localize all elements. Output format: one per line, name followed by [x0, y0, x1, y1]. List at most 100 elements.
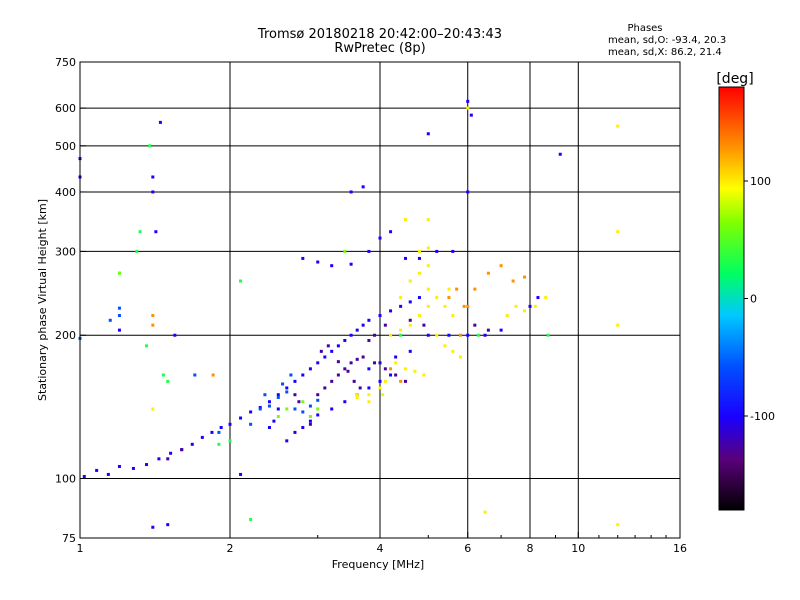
data-point [293, 430, 297, 434]
data-point [173, 333, 177, 337]
x-axis-label: Frequency [MHz] [332, 558, 424, 571]
data-point [394, 355, 398, 359]
data-point [336, 360, 340, 364]
data-point [514, 304, 518, 308]
data-point [301, 373, 305, 377]
data-point [336, 373, 340, 377]
data-point [403, 256, 407, 260]
data-point [447, 287, 451, 291]
data-point [511, 279, 515, 283]
data-point [466, 99, 470, 103]
data-point [316, 413, 320, 417]
data-point [285, 439, 289, 443]
data-point [308, 414, 312, 418]
data-point [486, 271, 490, 275]
data-point [399, 379, 403, 383]
data-point [458, 333, 462, 337]
y-tick-label: 100 [55, 473, 76, 486]
data-point [367, 367, 371, 371]
data-point [346, 369, 350, 373]
data-point [330, 349, 334, 353]
data-point [330, 379, 334, 383]
data-point [378, 379, 382, 383]
data-point [343, 249, 347, 253]
data-point [408, 323, 412, 327]
data-point [544, 296, 548, 300]
x-tick-label: 6 [464, 542, 471, 555]
data-point [267, 404, 271, 408]
colorbar-label: [deg] [716, 71, 753, 87]
data-point [466, 190, 470, 194]
data-point [151, 314, 155, 318]
colorbar [718, 86, 745, 511]
colorbar-ticks: 100 0 -100 [744, 175, 775, 423]
data-point [308, 419, 312, 423]
data-point [528, 304, 532, 308]
data-point [399, 304, 403, 308]
data-point [483, 333, 487, 337]
data-point [343, 338, 347, 342]
data-point [616, 523, 620, 527]
data-point [330, 407, 334, 411]
data-point [505, 314, 509, 318]
data-point [228, 422, 232, 426]
data-point [285, 390, 289, 394]
data-point [417, 256, 421, 260]
data-point [193, 373, 197, 377]
data-point [349, 190, 353, 194]
data-point [308, 422, 312, 426]
data-point [117, 464, 121, 468]
chart-title: Tromsø 20180218 20:42:00–20:43:43 [257, 27, 502, 42]
data-point [151, 190, 155, 194]
x-tick-label: 10 [571, 542, 585, 555]
data-point [151, 525, 155, 529]
data-point [117, 271, 121, 275]
data-point [381, 393, 385, 397]
data-point [308, 404, 312, 408]
data-point [316, 407, 320, 411]
data-point [166, 523, 170, 527]
data-point [399, 328, 403, 332]
data-point [210, 430, 214, 434]
data-point [458, 355, 462, 359]
y-tick-label: 600 [55, 102, 76, 115]
data-point [476, 333, 480, 337]
x-tick-label: 2 [227, 542, 234, 555]
data-point [180, 448, 184, 452]
data-point [473, 287, 477, 291]
data-point [367, 393, 371, 397]
data-point [443, 344, 447, 348]
data-point [383, 323, 387, 327]
data-point [117, 314, 121, 318]
data-point [558, 152, 562, 156]
data-point [249, 410, 253, 414]
data-point [426, 304, 430, 308]
data-point [523, 275, 527, 279]
data-point [154, 230, 158, 234]
data-point [533, 304, 537, 308]
data-point [417, 271, 421, 275]
data-point [343, 400, 347, 404]
colorbar-tick-label: 100 [750, 175, 771, 188]
data-point [447, 333, 451, 337]
data-point [422, 323, 426, 327]
data-point [447, 296, 451, 300]
data-point [263, 393, 267, 397]
data-point [135, 249, 139, 253]
data-point [323, 386, 327, 390]
data-point [435, 296, 439, 300]
data-point [166, 457, 170, 461]
data-point [228, 439, 232, 443]
data-point [361, 323, 365, 327]
data-point [378, 314, 382, 318]
phase-stats-title: Phases [627, 23, 662, 34]
data-point [355, 393, 359, 397]
data-point [378, 386, 382, 390]
data-point [435, 249, 439, 253]
data-point [267, 425, 271, 429]
data-point [276, 407, 280, 411]
data-point [106, 472, 110, 476]
data-point [330, 264, 334, 268]
data-point [546, 333, 550, 337]
data-point [473, 323, 477, 327]
